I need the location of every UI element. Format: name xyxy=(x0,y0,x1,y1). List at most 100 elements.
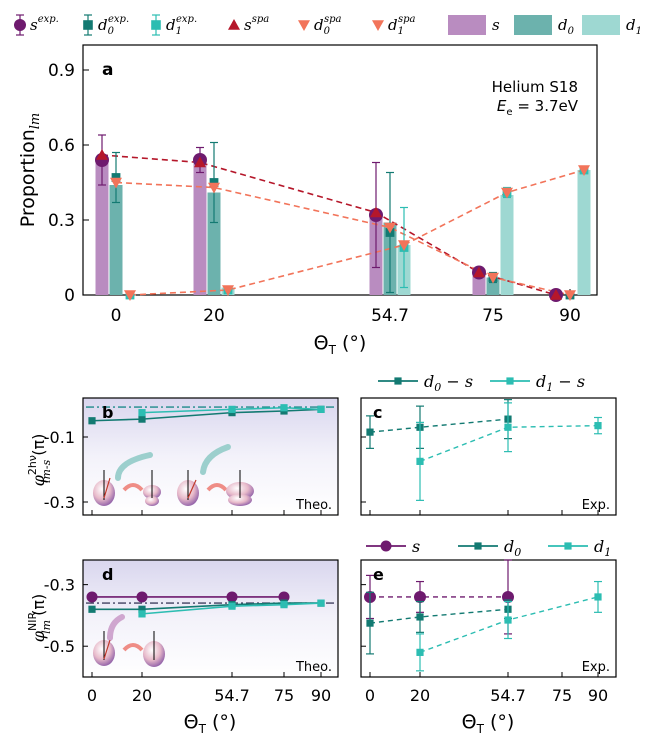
exp-marker-d0 exp.-1 xyxy=(209,178,219,187)
bar-d1-3 xyxy=(500,195,514,295)
marker-e-2-2 xyxy=(594,593,602,601)
panel-c-y-ticks xyxy=(361,436,366,503)
marker-b-1-3 xyxy=(317,405,325,413)
spa-marker-d0 spa-2 xyxy=(384,222,396,234)
xtick-label: 54.7 xyxy=(490,686,526,705)
xtick-label: 90 xyxy=(588,686,608,705)
line-e-d0 xyxy=(369,608,509,624)
marker-c-1-2 xyxy=(594,422,602,430)
panel-d-inset-arrow xyxy=(107,614,125,641)
panel-a-xtick-label: 90 xyxy=(559,306,581,326)
panel-b-inset-arrow-1 xyxy=(115,452,153,481)
panel-c-lines xyxy=(366,399,602,501)
legend-label-3: sspa xyxy=(244,14,269,34)
panel-a-y-ticks: 0 0.3 0.6 0.9 xyxy=(48,61,89,306)
legend-c-marker-0 xyxy=(394,377,402,385)
panel-d-y-label: φNIRlm(π) xyxy=(26,594,53,642)
marker-d-0-2 xyxy=(226,591,238,603)
xtick-label: 75 xyxy=(552,686,572,705)
panel-d-background xyxy=(83,560,338,677)
panel-a-x-ticks: 0 20 54.7 75 90 xyxy=(111,289,581,326)
spa-marker-d0 spa-0 xyxy=(110,177,122,189)
legend-label-7: d0 xyxy=(558,16,575,37)
marker-d-2-1 xyxy=(228,602,236,610)
panel-a-ytick-label: 0 xyxy=(64,286,75,306)
marker-b-1-2 xyxy=(280,404,288,412)
legend-label-1: d0exp. xyxy=(98,14,129,37)
panel-e-tag: Exp. xyxy=(582,660,610,675)
panel-a-markers xyxy=(95,134,590,302)
exp-marker-d0 exp.-0 xyxy=(111,173,121,182)
panel-a-sample-label: Helium S18 xyxy=(492,78,578,96)
xtick-label: 54.7 xyxy=(214,686,250,705)
panel-b-y-ticks: -0.1 -0.3 xyxy=(44,428,88,512)
panel-b-frame xyxy=(82,397,339,516)
panel-d-x-ticks: 0 20 54.7 75 90 xyxy=(87,672,331,705)
panel-c-letter: c xyxy=(373,403,382,422)
panel-b-y-label: φ2hνlm-s(π) xyxy=(26,434,53,487)
legend-e-marker-0 xyxy=(380,540,392,552)
panel-a-ytick-label: 0.6 xyxy=(48,136,75,156)
legend-e-marker-1 xyxy=(474,542,482,550)
marker-c-0-0 xyxy=(366,428,374,436)
spa-marker-s spa-3 xyxy=(473,266,485,278)
spa-marker-d0 spa-4 xyxy=(564,290,576,301)
marker-b-1-1 xyxy=(228,405,236,413)
xtick-label: 0 xyxy=(87,686,97,705)
marker-d-1-1 xyxy=(138,605,146,613)
marker-d-2-2 xyxy=(280,601,288,609)
ytick-label: -0.5 xyxy=(44,637,75,656)
panel-b-x-ticks xyxy=(91,510,322,515)
spa-marker-d0 spa-3 xyxy=(487,272,499,284)
legend-label-2: d1exp. xyxy=(166,14,197,37)
panel-a-xtick-label: 54.7 xyxy=(371,306,409,326)
xtick-label: 0 xyxy=(365,686,375,705)
panel-a-ytick-label: 0.3 xyxy=(48,211,75,231)
xtick-label: 90 xyxy=(311,686,331,705)
ytick-label: -0.3 xyxy=(44,576,75,595)
panel-e-legend: s d0 d1 xyxy=(366,537,611,559)
line-d-d1 xyxy=(141,602,322,615)
panel-a-energy-label: Ee = 3.7eV xyxy=(497,97,579,118)
panel-c-tag: Exp. xyxy=(582,498,610,513)
marker-e-2-1 xyxy=(504,616,512,624)
panel-e-lines xyxy=(364,559,602,672)
legend-c-label-1: d1 − s xyxy=(536,372,585,394)
bar-d0-1 xyxy=(207,192,221,295)
spa-marker-d0 spa-1 xyxy=(208,182,220,194)
spa-marker-s spa-2 xyxy=(370,206,382,218)
panel-d-y-ticks: -0.3 -0.5 xyxy=(44,576,88,656)
panel-d-swap-arrow-icon xyxy=(122,643,144,652)
legend-label-4: d0spa xyxy=(314,14,342,37)
legend-swatch-6 xyxy=(448,15,486,35)
bar-d0-0 xyxy=(109,185,123,295)
panel-c-x-ticks xyxy=(369,510,599,515)
panel-e-letter: e xyxy=(373,565,384,584)
panel-b: -0.1 -0.3 b Theo. φ2hνlm-s(π) xyxy=(26,397,339,516)
ytick-label: -0.1 xyxy=(44,428,75,447)
marker-d-0-1 xyxy=(136,591,148,603)
legend-c-label-0: d0 − s xyxy=(424,372,473,394)
panel-b-orbital-inset xyxy=(93,444,254,506)
panel-a-xtick-label: 0 xyxy=(111,306,122,326)
panel-c-legend: d0 − s d1 − s xyxy=(378,372,585,394)
legend-label-0: sexp. xyxy=(30,14,59,34)
panel-b-swap-arrow-icon xyxy=(122,483,144,492)
panel-a-xtick-label: 20 xyxy=(203,306,225,326)
spa-marker-d1 spa-1 xyxy=(222,285,234,296)
spa-marker-s spa-1 xyxy=(194,156,206,168)
marker-d-1-0 xyxy=(88,605,96,613)
panel-b-letter: b xyxy=(102,403,113,422)
line-c-d1 − s xyxy=(419,424,599,463)
legend-marker-5 xyxy=(372,20,384,31)
legend-c-marker-1 xyxy=(506,377,514,385)
legend-marker-1 xyxy=(83,20,93,30)
panel-a-bars xyxy=(95,157,591,295)
panel-a-x-label: ΘT (°) xyxy=(314,332,367,357)
panel-a-frame xyxy=(82,44,598,296)
panel-d-tag: Theo. xyxy=(295,660,332,675)
panel-a-y-label: Proportionlm xyxy=(17,113,43,228)
xtick-label: 20 xyxy=(132,686,152,705)
panel-d: -0.3 -0.5 0 20 54.7 75 90 d Theo. φNIRlm(π) Θ… xyxy=(26,559,339,736)
